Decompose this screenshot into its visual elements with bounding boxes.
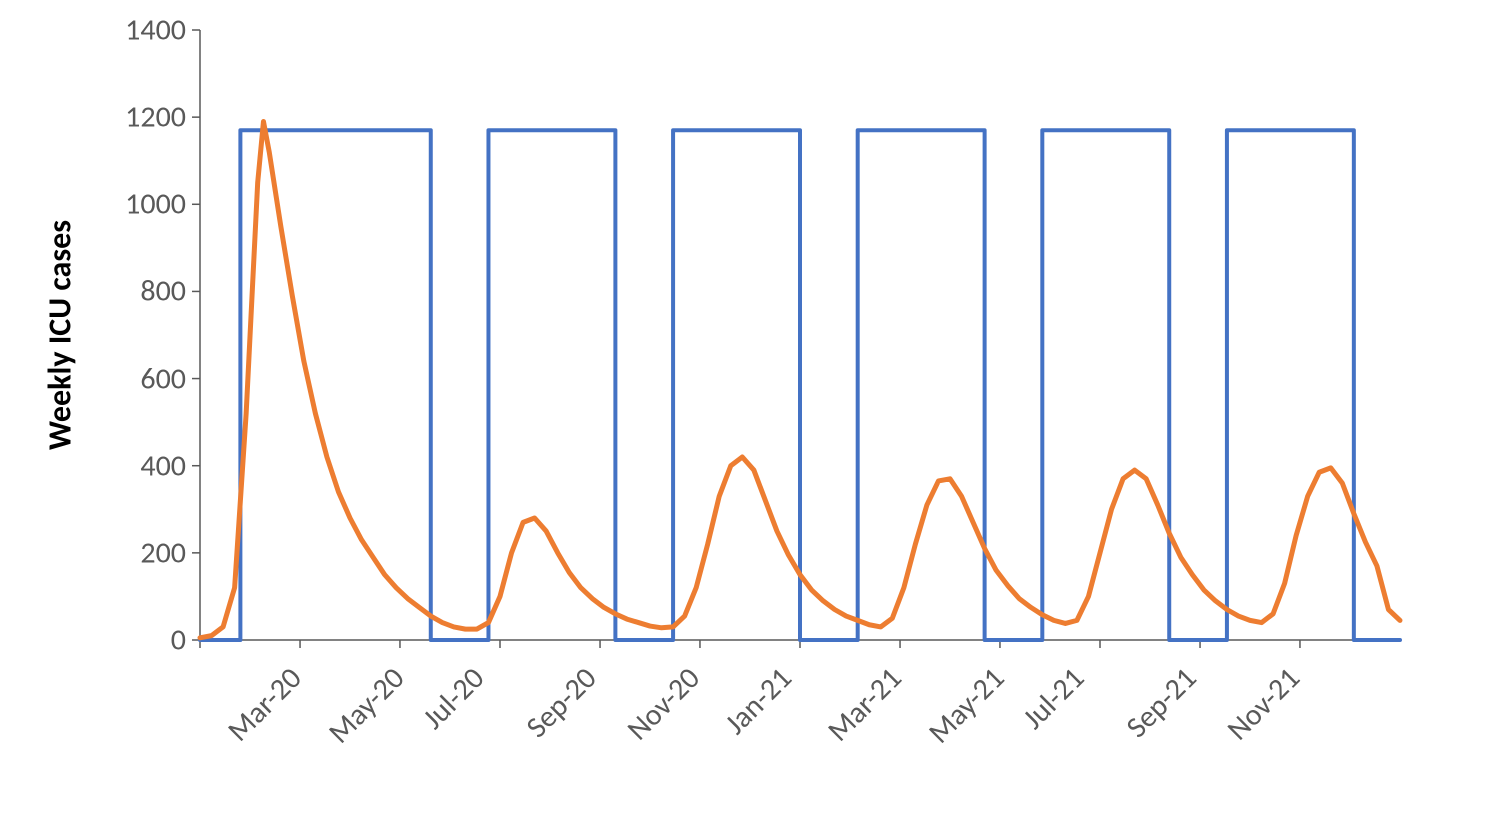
y-tick-label: 0 (171, 622, 186, 659)
y-tick-label: 200 (140, 534, 186, 571)
chart-container: Weekly ICU cases 0 200 400 600 800 1000 1200 14… (0, 0, 1500, 834)
y-axis-label: Weekly ICU cases (41, 220, 80, 450)
y-tick-label: 800 (140, 273, 186, 310)
y-tick-label: 1200 (125, 99, 186, 136)
y-tick-label: 400 (140, 447, 186, 484)
y-tick-label: 1400 (125, 12, 186, 49)
y-tick-label: 1000 (125, 186, 186, 223)
y-tick-label: 600 (140, 360, 186, 397)
